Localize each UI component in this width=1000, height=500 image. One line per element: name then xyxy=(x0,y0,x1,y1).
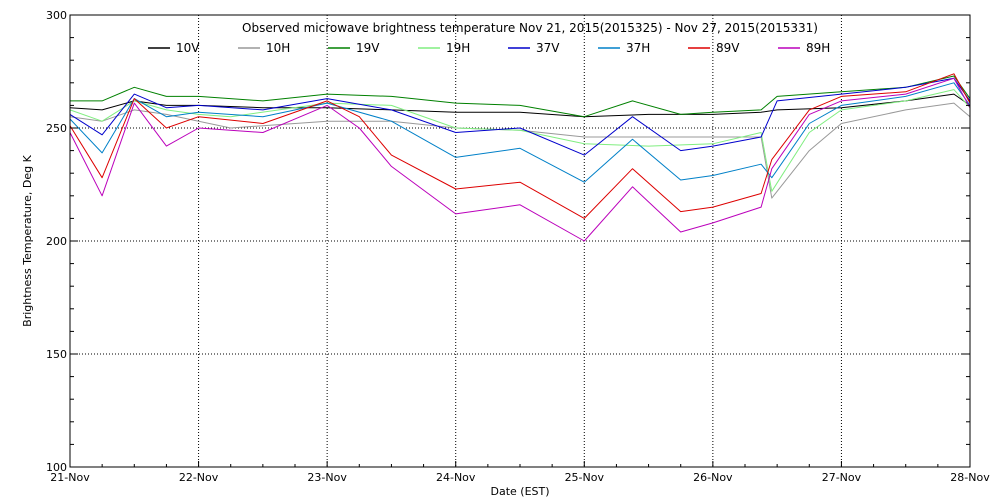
axis-ticks: 21-Nov 22-Nov 23-Nov 24-Nov 25-Nov 26-Nov 27-N… xyxy=(46,9,990,484)
series-lines xyxy=(69,73,971,242)
x-tick-label: 24-Nov xyxy=(436,471,476,484)
x-tick-label: 28-Nov xyxy=(950,471,990,484)
series-line-37v xyxy=(69,77,971,156)
grid-lines xyxy=(70,15,970,467)
legend-label-89v: 89V xyxy=(716,41,740,55)
series-line-10v xyxy=(69,93,971,118)
series-line-19h xyxy=(69,89,971,192)
y-tick-label: 200 xyxy=(46,235,67,248)
y-tick-label: 250 xyxy=(46,122,67,135)
legend-label-10v: 10V xyxy=(176,41,200,55)
legend-label-37v: 37V xyxy=(536,41,560,55)
series-line-89v xyxy=(69,73,971,219)
chart-title: Observed microwave brightness temperatur… xyxy=(242,21,818,35)
x-tick-label: 26-Nov xyxy=(693,471,733,484)
y-axis-title: Brightness Temperature, Deg K xyxy=(21,154,34,326)
y-tick-label: 100 xyxy=(46,461,67,474)
legend-label-89h: 89H xyxy=(806,41,830,55)
series-line-19v xyxy=(70,75,971,118)
x-tick-label: 22-Nov xyxy=(179,471,219,484)
legend-label-37h: 37H xyxy=(626,41,650,55)
legend: 10V 10H 19V 19H 37V 37H 89V 89H xyxy=(148,41,830,55)
x-tick-label: 23-Nov xyxy=(307,471,347,484)
y-tick-label: 150 xyxy=(46,348,67,361)
x-tick-label: 27-Nov xyxy=(822,471,862,484)
legend-label-10h: 10H xyxy=(266,41,290,55)
legend-label-19h: 19H xyxy=(446,41,470,55)
series-line-89h xyxy=(69,77,971,242)
y-tick-label: 300 xyxy=(46,9,67,22)
x-tick-label: 25-Nov xyxy=(565,471,605,484)
series-line-37h xyxy=(69,82,971,183)
legend-label-19v: 19V xyxy=(356,41,380,55)
x-tick-label: 21-Nov xyxy=(50,471,90,484)
x-axis-title: Date (EST) xyxy=(490,485,549,498)
